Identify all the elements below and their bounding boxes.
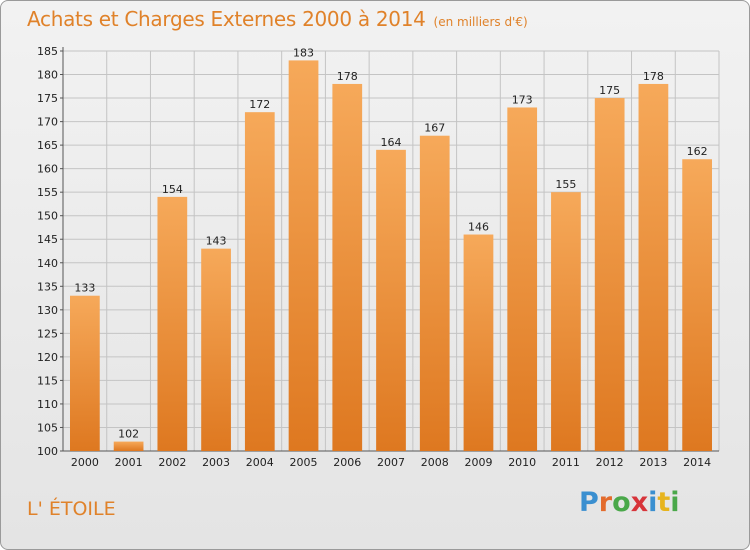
bar-2001 — [113, 441, 144, 451]
bar-2010 — [507, 107, 538, 452]
y-tick-label: 145 — [37, 233, 58, 246]
bar-2000 — [69, 295, 100, 451]
logo-letter: i — [648, 487, 658, 518]
bar-2007 — [376, 149, 406, 451]
logo-letter: P — [579, 487, 599, 518]
bar-2002 — [157, 196, 188, 451]
data-label: 143 — [206, 235, 227, 248]
x-tick-label: 2008 — [421, 456, 449, 469]
y-tick-label: 155 — [37, 186, 58, 199]
data-label: 183 — [293, 46, 314, 59]
y-tick-label: 105 — [37, 421, 58, 434]
logo-letter: t — [657, 487, 671, 518]
x-tick-label: 2011 — [552, 456, 580, 469]
y-tick-label: 185 — [37, 45, 58, 58]
y-tick-label: 110 — [37, 398, 58, 411]
chart-title: Achats et Charges Externes 2000 à 2014 (e… — [27, 7, 528, 31]
x-tick-label: 2007 — [377, 456, 405, 469]
x-tick-label: 2010 — [508, 456, 536, 469]
bar-2012 — [594, 98, 625, 451]
x-tick-label: 2000 — [71, 456, 99, 469]
x-tick-label: 2014 — [683, 456, 711, 469]
data-label: 175 — [599, 84, 620, 97]
data-label: 178 — [337, 70, 358, 83]
data-label: 133 — [74, 282, 95, 295]
data-label: 164 — [381, 136, 402, 149]
bars — [69, 60, 713, 452]
chart-title-text: Achats et Charges Externes 2000 à 2014 — [27, 7, 426, 31]
value-labels: 133 102 154 143 172 183 178 164 167 146 173 155 175 1… — [74, 46, 707, 440]
x-tick-label: 2003 — [202, 456, 230, 469]
y-tick-label: 115 — [37, 374, 58, 387]
bar-2005 — [288, 60, 319, 451]
x-tick-label: 2005 — [290, 456, 318, 469]
bar-2011 — [551, 192, 581, 452]
logo-letter: o — [612, 487, 631, 518]
data-label: 162 — [687, 145, 708, 158]
y-tick-label: 100 — [37, 445, 58, 458]
chart-unit-label: (en milliers d'€) — [433, 15, 528, 29]
data-label: 167 — [424, 122, 445, 135]
bar-2013 — [638, 83, 669, 452]
bar-2014 — [682, 159, 713, 451]
y-tick-label: 150 — [37, 210, 58, 223]
data-label: 102 — [118, 428, 139, 441]
y-tick-label: 160 — [37, 163, 58, 176]
logo-letter: r — [598, 487, 613, 518]
bar-2004 — [244, 112, 275, 452]
x-tick-label: 2012 — [596, 456, 624, 469]
axes: 100 105 110 115 120 125 130 135 140 145 150 155 160 1… — [37, 45, 719, 469]
y-tick-label: 170 — [37, 116, 58, 129]
x-tick-label: 2009 — [464, 456, 492, 469]
data-label: 154 — [162, 183, 183, 196]
logo-letter: i — [670, 487, 680, 518]
data-label: 178 — [643, 70, 664, 83]
x-tick-label: 2013 — [639, 456, 667, 469]
y-tick-label: 120 — [37, 351, 58, 364]
y-tick-label: 135 — [37, 280, 58, 293]
y-tick-label: 180 — [37, 69, 58, 82]
logo-letter: x — [630, 487, 649, 518]
y-tick-label: 165 — [37, 139, 58, 152]
bar-2008 — [419, 135, 450, 452]
data-label: 172 — [249, 98, 270, 111]
x-tick-label: 2001 — [115, 456, 143, 469]
x-tick-label: 2004 — [246, 456, 274, 469]
data-label: 146 — [468, 221, 489, 234]
data-label: 173 — [512, 93, 533, 106]
bar-2009 — [463, 234, 494, 451]
x-tick-label: 2006 — [333, 456, 361, 469]
bar-2006 — [332, 83, 363, 452]
y-tick-label: 140 — [37, 257, 58, 270]
y-tick-label: 130 — [37, 304, 58, 317]
bar-2003 — [201, 248, 231, 451]
place-name: L' ÉTOILE — [27, 498, 116, 520]
proxiti-logo: Proxiti — [579, 487, 680, 518]
x-tick-label: 2002 — [158, 456, 186, 469]
data-label: 155 — [555, 178, 576, 191]
y-tick-label: 175 — [37, 92, 58, 105]
y-tick-label: 125 — [37, 327, 58, 340]
